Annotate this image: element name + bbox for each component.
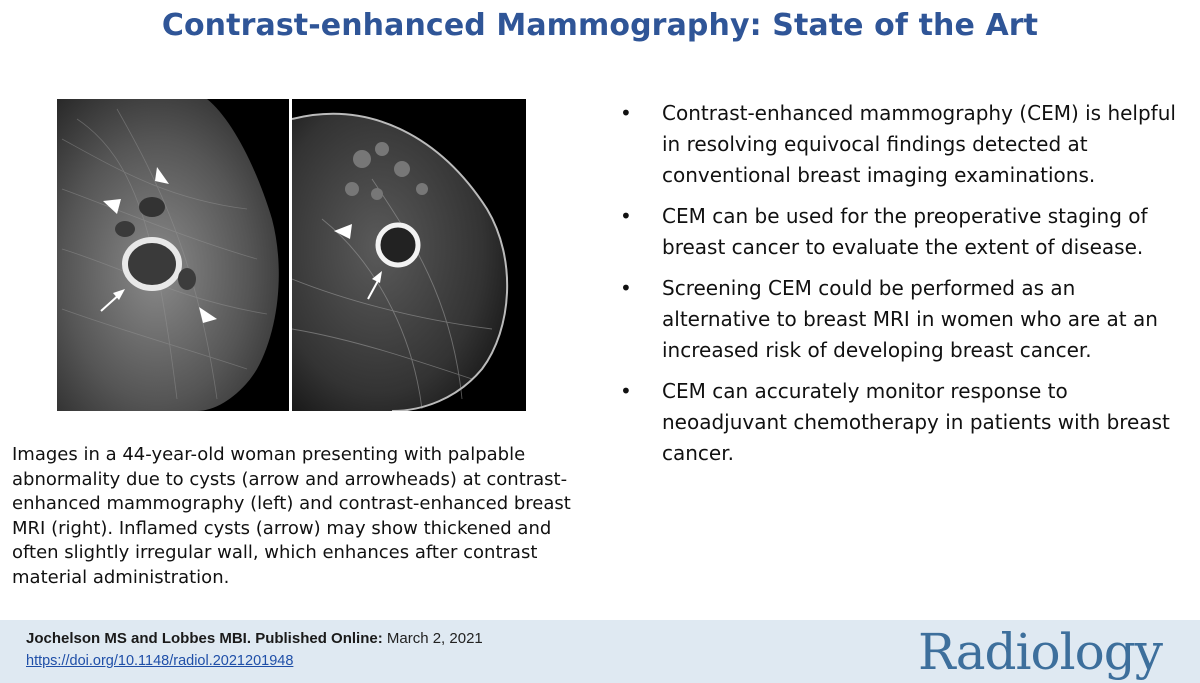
bullet-text: Contrast-enhanced mammography (CEM) is h… [662,101,1176,187]
slide-title: Contrast-enhanced Mammography: State of … [161,8,1039,43]
bullet-marker: • [620,379,632,403]
radiology-logo: Radiology [917,623,1163,681]
bullet-item: • Screening CEM could be performed as an… [618,273,1188,366]
breast-mri-image [292,99,526,411]
doi-link[interactable]: https://doi.org/10.1148/radiol.202120194… [26,653,294,669]
mammogram-image [57,99,289,411]
bullet-text: CEM can accurately monitor response to n… [662,379,1170,465]
citation-authors: Jochelson MS and Lobbes MBI. Published O… [26,630,383,647]
citation: Jochelson MS and Lobbes MBI. Published O… [26,630,483,647]
bullet-text: Screening CEM could be performed as an a… [662,276,1158,362]
figure-caption: Images in a 44-year-old woman presenting… [12,444,571,588]
bullet-marker: • [620,204,632,228]
footer-bar: Jochelson MS and Lobbes MBI. Published O… [0,620,1200,683]
bullet-item: • CEM can accurately monitor response to… [618,376,1188,469]
bullet-marker: • [620,276,632,300]
bullet-item: • Contrast-enhanced mammography (CEM) is… [618,98,1188,191]
bullet-list: • Contrast-enhanced mammography (CEM) is… [618,98,1188,479]
bullet-text: CEM can be used for the preoperative sta… [662,204,1148,259]
citation-date: March 2, 2021 [382,630,483,647]
bullet-marker: • [620,101,632,125]
bullet-item: • CEM can be used for the preoperative s… [618,201,1188,263]
